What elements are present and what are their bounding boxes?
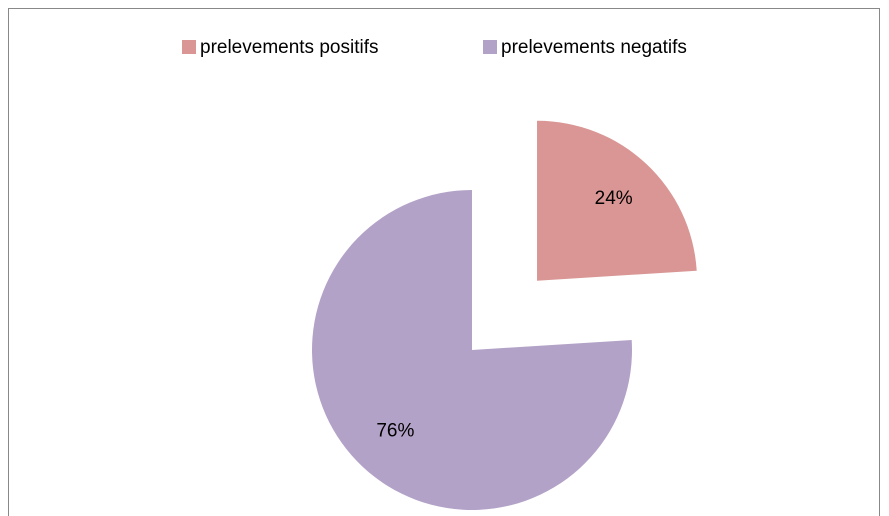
pie-slice — [311, 190, 632, 510]
legend-label: prelevements positifs — [200, 37, 378, 58]
legend-swatch — [182, 40, 196, 54]
legend-swatch — [483, 40, 497, 54]
legend-label: prelevements negatifs — [501, 37, 687, 58]
chart-border — [8, 8, 880, 516]
data-label: 24% — [595, 188, 633, 209]
pie-slice — [537, 120, 697, 281]
data-label: 76% — [376, 421, 414, 442]
